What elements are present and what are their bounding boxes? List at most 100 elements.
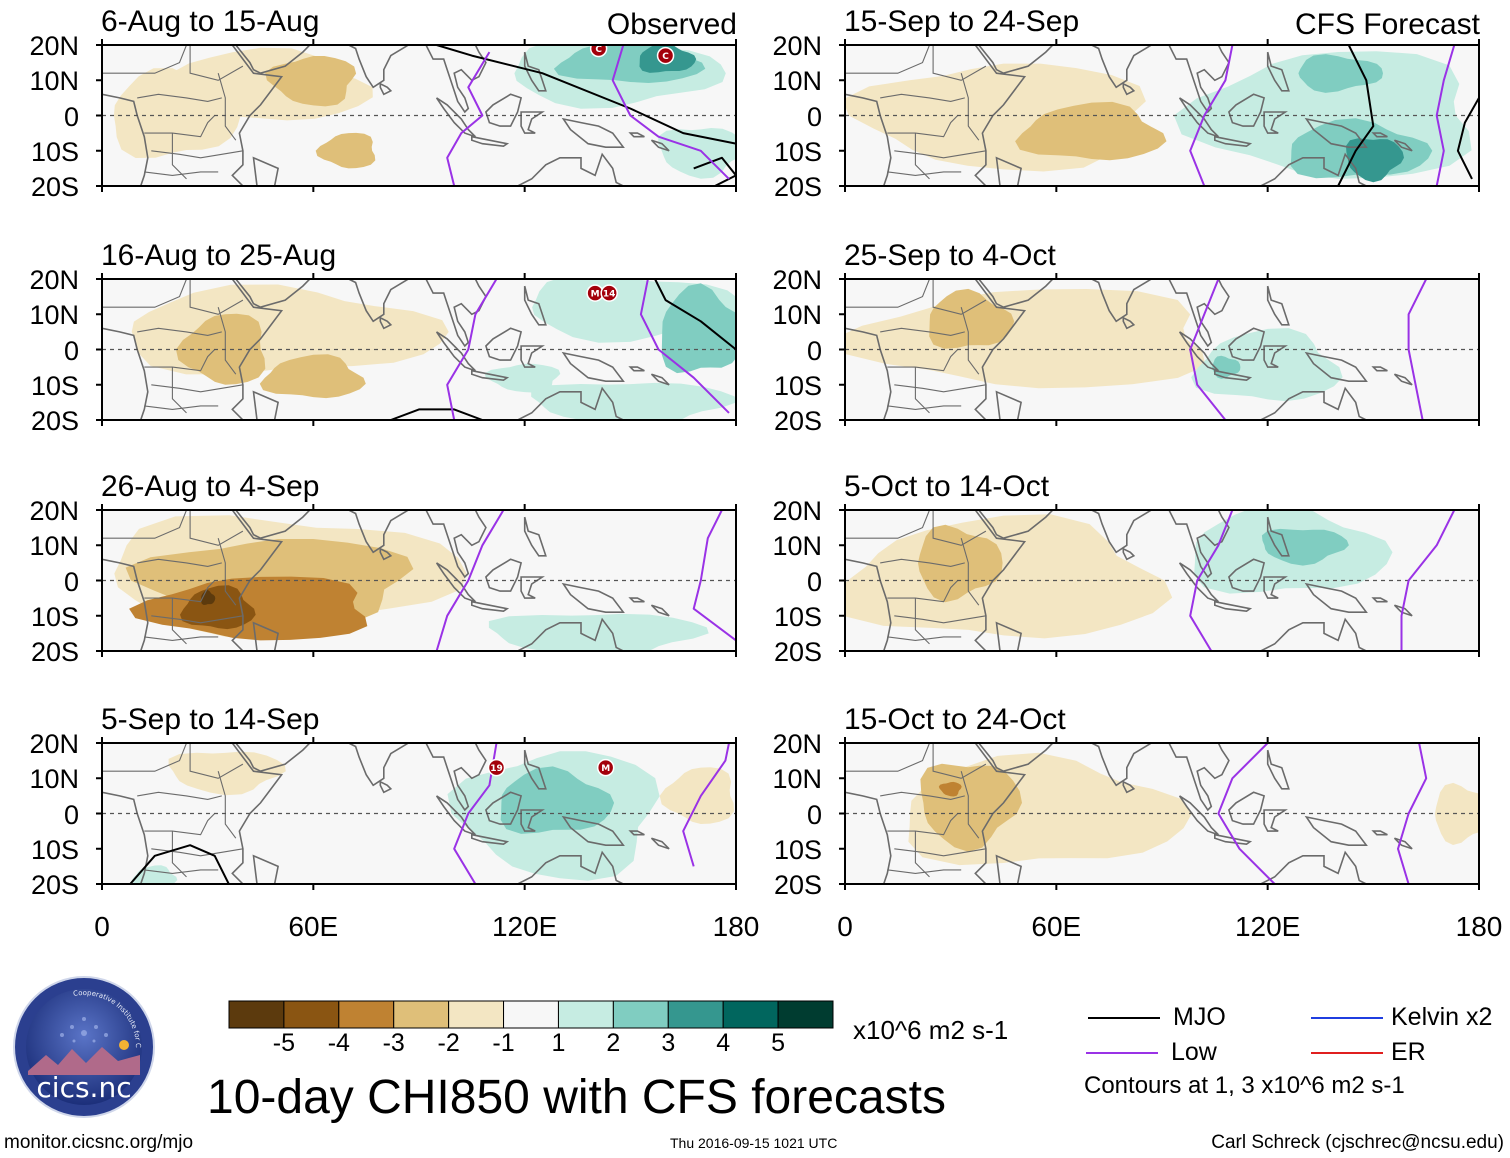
country-border	[894, 384, 986, 393]
storm-label: 19	[490, 764, 503, 774]
footer-timestamp: Thu 2016-09-15 1021 UTC	[670, 1135, 838, 1151]
country-border	[102, 45, 188, 74]
legend-swatch	[1311, 1017, 1383, 1019]
colorbar-swatch	[612, 1000, 669, 1029]
country-border	[932, 510, 987, 546]
coastline	[1241, 152, 1367, 186]
country-border	[914, 133, 930, 180]
contour-low	[1189, 279, 1227, 420]
coastline	[1213, 135, 1253, 148]
coastline	[484, 791, 523, 825]
country-border	[887, 580, 959, 603]
map-panel-obs4: 19 M	[96, 737, 737, 890]
coastline	[102, 510, 284, 651]
country-border	[151, 384, 243, 393]
coastline	[1122, 547, 1136, 561]
colorbar	[228, 1000, 834, 1029]
y-tick-label: 0	[806, 101, 822, 132]
country-border	[845, 279, 931, 308]
country-border	[102, 743, 188, 772]
panel-title: 25-Sep to 4-Oct	[844, 239, 1056, 272]
y-tick-label: 20S	[30, 406, 79, 436]
contour-mjo	[1456, 97, 1479, 180]
colorbar-tick-label: 3	[661, 1029, 676, 1057]
colorbar-swatch	[338, 1000, 395, 1029]
footer-url[interactable]: monitor.cicsnc.org/mjo	[4, 1132, 194, 1153]
coastline	[523, 285, 547, 326]
country-border	[171, 133, 187, 180]
anomaly-shade	[929, 288, 1015, 349]
coastline	[252, 156, 280, 186]
coastline	[520, 576, 545, 599]
coastline	[977, 743, 1054, 773]
coastline	[1371, 132, 1388, 138]
coastline	[1081, 743, 1153, 787]
country-border	[880, 791, 965, 800]
country-border	[144, 115, 216, 138]
coastline	[520, 111, 545, 134]
coastline	[561, 351, 625, 382]
coastline	[379, 547, 393, 561]
y-tick-label: 20N	[29, 31, 79, 61]
coastline	[498, 617, 624, 651]
legend-label: Low	[1171, 1038, 1217, 1066]
country-border	[189, 743, 244, 779]
contour-mjo	[390, 408, 483, 420]
country-border	[151, 615, 243, 624]
contour-low	[1407, 279, 1428, 420]
y-tick-label: 0	[806, 335, 822, 366]
storm-icon: M	[596, 758, 615, 777]
y-tick-label: 10S	[773, 834, 822, 865]
y-tick-label: 10N	[29, 764, 79, 795]
y-tick-label: 10N	[29, 66, 79, 97]
country-border	[144, 813, 216, 836]
coastline	[252, 854, 280, 884]
colorbar-tick-label: 4	[716, 1029, 731, 1057]
storm-label: C	[595, 45, 602, 55]
observed-tag: Observed	[606, 8, 737, 41]
storm-icon: 14	[600, 284, 618, 302]
coastline	[234, 279, 311, 309]
coastline	[1266, 285, 1290, 326]
coastline	[995, 156, 1023, 186]
anomaly-shade	[265, 56, 357, 107]
coastline	[1304, 117, 1368, 148]
country-border	[144, 171, 219, 176]
contour-low	[639, 279, 730, 414]
coastline	[520, 809, 545, 832]
coastline	[1266, 749, 1290, 790]
country-border	[880, 558, 965, 567]
country-border	[887, 405, 962, 410]
coastline	[484, 93, 523, 127]
coastline	[470, 600, 510, 613]
country-border	[887, 636, 962, 641]
coastline	[523, 51, 547, 92]
contour-mjo	[654, 279, 736, 351]
storm-label: C	[662, 52, 669, 62]
colorbar-tick-label: 5	[771, 1029, 786, 1057]
contours-note: Contours at 1, 3 x10^6 m2 s-1	[1084, 1072, 1405, 1099]
y-tick-label: 10N	[772, 531, 822, 562]
colorbar-swatch	[228, 1000, 285, 1029]
country-border	[894, 150, 986, 159]
coastline	[1168, 279, 1230, 348]
coastline	[338, 743, 410, 787]
country-border	[887, 869, 962, 874]
coastline	[845, 279, 1027, 420]
coastline	[379, 316, 393, 330]
forecast-tag: CFS Forecast	[1294, 8, 1480, 41]
coastline	[995, 854, 1023, 884]
coastline	[1227, 327, 1266, 361]
coastline	[628, 366, 645, 372]
y-tick-label: 20N	[29, 496, 79, 526]
country-border	[171, 598, 187, 645]
country-border	[960, 73, 980, 141]
anomaly-shade	[531, 382, 736, 420]
coastline	[650, 139, 670, 152]
country-border	[102, 279, 188, 308]
y-tick-label: 0	[63, 799, 79, 830]
coastline	[1227, 93, 1266, 127]
colorbar-tick-label: -4	[327, 1029, 350, 1057]
anomaly-shade	[500, 766, 615, 834]
panel-title: 15-Sep to 24-Sep	[844, 5, 1080, 38]
